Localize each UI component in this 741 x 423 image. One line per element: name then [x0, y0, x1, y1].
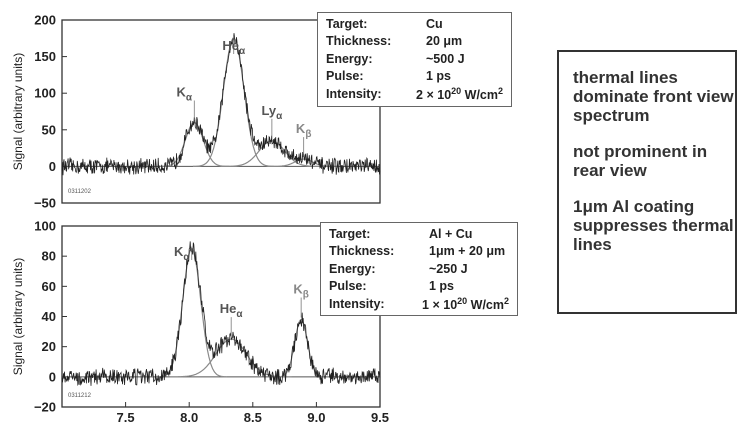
peak-label-main: K [177, 84, 187, 99]
peak-label-sub: α [239, 46, 246, 57]
spectrum-line [61, 33, 381, 176]
info-row: Energy: ~250 J [329, 260, 509, 278]
info-value: ~500 J [426, 51, 465, 66]
y-tick-label: 200 [34, 13, 56, 28]
y-tick-label: 40 [42, 309, 56, 324]
figure-code: 0311212 [68, 393, 92, 399]
peak-label-sub: α [236, 309, 243, 320]
peak-fit-2 [170, 338, 292, 378]
info-value: 2 × 1020 W/cm2 [416, 85, 503, 102]
peak-label-main: He [220, 301, 237, 316]
info-key: Thickness: [326, 34, 392, 49]
peak-label-main: He [222, 38, 239, 53]
peak-label: Kβ [296, 121, 312, 140]
peak-label: Kα [177, 84, 193, 103]
y-axis-label: Signal (arbitrary units) [11, 258, 25, 375]
peak-fit-4 [268, 158, 339, 167]
info-key: Pulse: [326, 69, 364, 84]
peak-label-main: K [174, 244, 184, 259]
y-tick-label: 0 [49, 369, 56, 384]
y-tick-label: 20 [42, 339, 56, 354]
x-tick-label: 9.0 [307, 410, 325, 423]
info-row: Energy: ~500 J [326, 50, 503, 68]
peak-label-main: K [293, 282, 303, 297]
y-tick-label: −20 [34, 400, 56, 415]
info-key: Intensity: [329, 296, 385, 311]
x-tick-label: 8.5 [244, 410, 262, 423]
info-value: 1 × 1020 W/cm2 [422, 295, 509, 312]
info-value: ~250 J [429, 261, 468, 276]
peak-label-sub: α [183, 252, 190, 263]
info-value: 20 μm [426, 34, 463, 49]
info-value: Al + Cu [429, 226, 473, 241]
info-key: Energy: [329, 261, 376, 276]
info-row: Target: Al + Cu [329, 225, 509, 243]
x-tick-label: 9.5 [371, 410, 389, 423]
x-tick-label: 7.5 [117, 410, 135, 423]
peak-label-main: Ly [261, 103, 276, 118]
info-row: Target: Cu [326, 15, 503, 33]
info-key: Target: [329, 226, 371, 241]
info-key: Energy: [326, 51, 373, 66]
info-unit-exponent: 2 [497, 85, 503, 96]
peak-label-sub: β [305, 129, 311, 140]
x-tick-label: 8.0 [180, 410, 198, 423]
peak-label-sub: α [276, 111, 283, 122]
info-row: Thickness: 20 μm [326, 33, 503, 51]
figure-code: 0311202 [68, 189, 92, 195]
y-tick-label: 100 [34, 86, 56, 101]
info-key: Target: [326, 16, 368, 31]
info-key: Intensity: [326, 86, 382, 101]
info-row: Thickness: 1μm + 20 μm [329, 243, 509, 261]
note-line-1: thermal lines dominate front view spectr… [573, 68, 734, 125]
info-value: 1 ps [429, 279, 455, 294]
peak-label: Kα [174, 244, 190, 263]
y-tick-label: 80 [42, 249, 56, 264]
info-row: Intensity: 2 × 1020 W/cm2 [326, 85, 503, 103]
y-tick-label: 0 [49, 159, 56, 174]
rear-parameters-box: Target: Al + Cu Thickness: 1μm + 20 μm Energ… [320, 222, 518, 316]
annotation-box: thermal lines dominate front view spectr… [557, 50, 737, 314]
info-row: Intensity: 1 × 1020 W/cm2 [329, 295, 509, 313]
info-row: Pulse: 1 ps [326, 68, 503, 86]
spectrum-line [61, 241, 381, 386]
y-tick-label: 100 [34, 219, 56, 234]
front-parameters-box: Target: Cu Thickness: 20 μm Energy: ~500 J Pul… [317, 12, 512, 107]
y-tick-label: 150 [34, 49, 56, 64]
peak-label: Heα [220, 301, 244, 320]
info-row: Pulse: 1 ps [329, 278, 509, 296]
info-exponent: 20 [457, 295, 468, 306]
y-tick-label: 60 [42, 279, 56, 294]
info-unit-exponent: 2 [503, 295, 509, 306]
info-key: Pulse: [329, 279, 367, 294]
chart-panel-2: 100 80 60 40 20 0 −20 7.5 8.0 8.5 9.0 9.5 Signal (ar… [11, 219, 389, 423]
note-line-2: not prominent in rear view [573, 142, 708, 180]
peak-label-sub: β [303, 290, 309, 301]
y-tick-label: 50 [42, 122, 56, 137]
peak-label: Kβ [293, 282, 309, 301]
peak-label: Heα [222, 38, 246, 57]
info-exponent: 20 [451, 85, 462, 96]
peak-label-main: K [296, 121, 306, 136]
y-axis-label: Signal (arbitrary units) [11, 53, 25, 170]
y-tick-label: −50 [34, 196, 56, 211]
info-key: Thickness: [329, 244, 395, 259]
peak-label-sub: α [186, 92, 193, 103]
info-value: 1μm + 20 μm [429, 244, 506, 259]
info-value: 1 ps [426, 69, 452, 84]
info-value: Cu [426, 16, 443, 31]
note-line-3: 1μm Al coating suppresses thermal lines [573, 197, 734, 254]
peak-label: Lyα [261, 103, 283, 122]
